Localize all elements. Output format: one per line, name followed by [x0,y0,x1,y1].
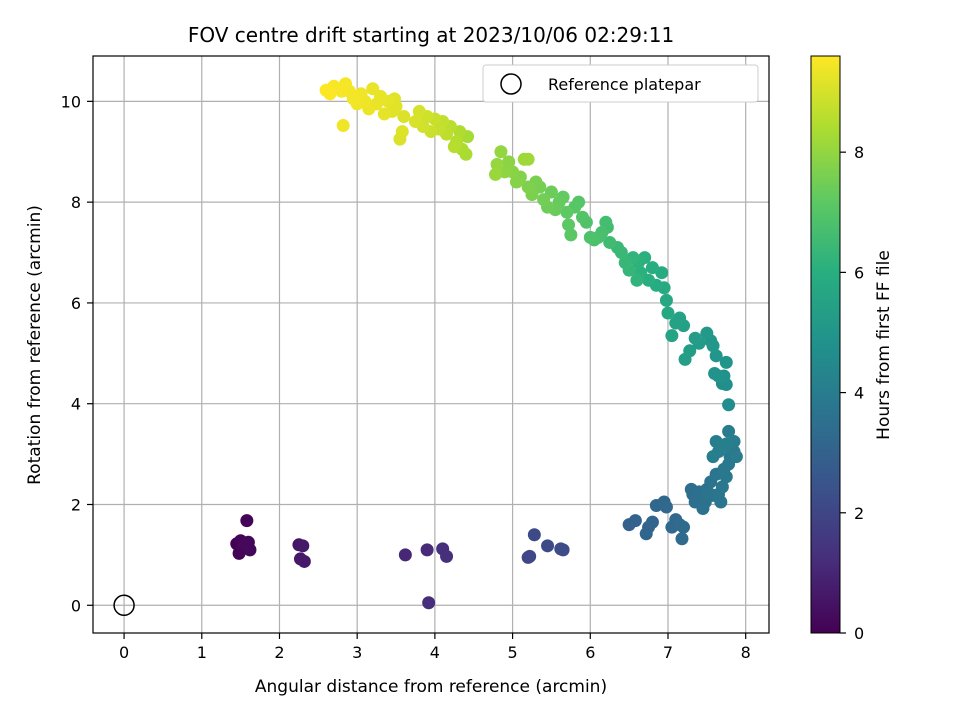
data-point [319,83,333,97]
data-point [583,230,597,244]
data-point [336,119,350,133]
colorbar-tick-label: 0 [854,624,864,643]
data-point [711,369,725,383]
data-point [494,145,508,159]
data-point [645,261,659,275]
data-point [408,115,422,129]
data-point [490,157,504,171]
data-point [719,470,733,484]
data-point [630,273,644,287]
data-point [675,532,689,546]
data-point [296,539,310,553]
plot-frame [92,55,770,634]
data-point [447,140,461,154]
data-point [669,316,683,330]
data-point [661,306,675,320]
data-point [420,543,434,557]
data-point [722,424,736,438]
data-point [678,352,692,366]
colorbar-tick-label: 8 [854,143,864,162]
data-point [659,293,673,307]
y-axis-ticks: 0 2 4 6 8 10 [61,92,93,615]
data-point [665,329,679,343]
y-tick-label: 4 [71,395,81,414]
data-point [297,554,311,568]
data-point [488,167,502,181]
colorbar-tick-label: 2 [854,504,864,523]
data-point [599,215,613,229]
x-tick-label: 1 [197,643,207,662]
y-tick-label: 10 [61,92,81,111]
colorbar-ticks: 0 2 4 6 8 [840,143,864,643]
data-point [502,155,516,169]
data-point [722,398,736,412]
data-points [230,77,743,610]
chart-title: FOV centre drift starting at 2023/10/06 … [188,23,674,47]
data-point [709,349,723,363]
data-point [521,180,535,194]
data-point [527,528,541,542]
y-tick-label: 2 [71,495,81,514]
data-point [700,326,714,340]
x-tick-label: 8 [741,643,751,662]
data-point [556,543,570,557]
plot-background [93,56,769,633]
data-point [628,514,642,528]
reference-platepar-marker [113,594,135,617]
data-point [440,549,454,563]
data-point [719,355,733,369]
y-tick-label: 0 [71,596,81,615]
legend-box [482,64,759,103]
colorbar-tick-label: 6 [854,263,864,282]
data-point [397,109,411,123]
data-point [688,331,702,345]
x-tick-label: 7 [663,643,673,662]
data-point [677,520,691,534]
data-point [412,104,426,118]
y-tick-label: 8 [71,193,81,212]
data-point [562,218,576,232]
x-tick-label: 2 [274,643,284,662]
legend-label: Reference platepar [548,75,701,94]
legend-open-circle-icon [500,73,522,95]
data-point [560,205,574,219]
data-point [576,210,590,224]
data-point [238,538,252,552]
data-point [509,175,523,189]
y-axis-label: Rotation from reference (arcmin) [25,205,45,485]
colorbar [810,55,841,634]
data-point [521,152,535,166]
x-tick-label: 5 [507,643,517,662]
x-tick-label: 3 [352,643,362,662]
data-point [240,514,254,528]
colorbar-label: Hours from first FF file [874,250,894,440]
data-point [715,480,729,494]
data-point [603,235,617,249]
legend: Reference platepar [482,64,759,103]
x-axis-ticks: 0 1 2 3 4 5 6 7 8 [119,633,751,662]
data-point [719,437,733,451]
data-point [659,500,673,514]
data-point [395,125,409,139]
y-tick-label: 6 [71,294,81,313]
colorbar-tick-label: 4 [854,384,864,403]
data-point [422,596,436,610]
data-point [729,450,743,464]
data-point [645,515,659,529]
x-tick-label: 0 [119,643,129,662]
data-point [706,450,720,464]
data-point [714,495,728,509]
data-point [377,107,391,121]
data-point [618,256,632,270]
x-tick-label: 4 [430,643,440,662]
x-tick-label: 6 [585,643,595,662]
data-point [523,549,537,563]
data-point [398,548,412,562]
data-point [541,539,555,553]
x-axis-label: Angular distance from reference (arcmin) [255,677,607,697]
data-point [564,228,578,242]
data-point [537,193,551,207]
data-point [366,82,380,96]
